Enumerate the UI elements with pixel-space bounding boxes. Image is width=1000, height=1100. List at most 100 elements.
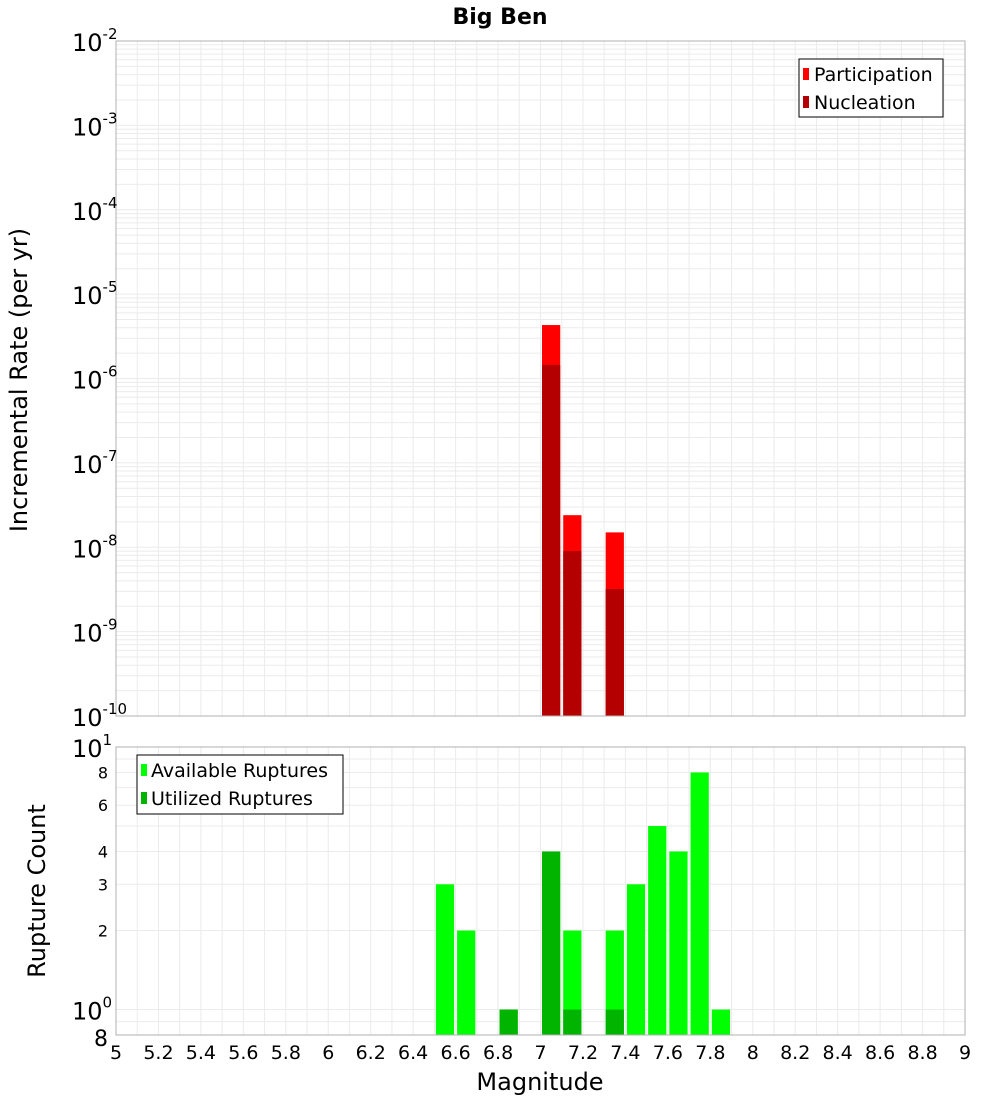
top-y-tick-label: 10-7 xyxy=(72,447,118,479)
x-tick-label: 6 xyxy=(322,1042,334,1064)
bottom-legend: Available Ruptures Utilized Ruptures xyxy=(136,754,344,815)
tick-exponent: -8 xyxy=(103,531,118,549)
bottom-y-tick-label: 8 xyxy=(94,1027,108,1052)
utilized-ruptures-bar xyxy=(499,1009,518,1035)
nucleation-bar xyxy=(563,551,582,716)
x-tick-label: 5.4 xyxy=(186,1042,216,1064)
x-tick-label: 7 xyxy=(534,1042,546,1064)
bottom-plot-frame xyxy=(115,746,966,1036)
bottom-y-tick-label: 101 xyxy=(72,731,112,763)
tick-base: 10 xyxy=(72,367,103,395)
top-y-tick-label: 10-2 xyxy=(72,25,118,57)
top-y-tick-label: 10-6 xyxy=(72,363,118,395)
available-ruptures-bar xyxy=(435,884,455,1035)
available-ruptures-bar xyxy=(563,930,582,1035)
bottom-y-tick-label: 4 xyxy=(98,842,108,861)
utilized-ruptures-bar xyxy=(542,851,561,1035)
x-tick-label: 8 xyxy=(747,1042,759,1064)
nucleation-bar xyxy=(605,589,624,716)
chart-title: Big Ben xyxy=(452,5,547,30)
x-tick-label: 7.8 xyxy=(695,1042,725,1064)
available-ruptures-bar xyxy=(605,930,624,1035)
tick-exponent: 0 xyxy=(103,994,113,1012)
x-tick-label: 6.6 xyxy=(440,1042,470,1064)
x-tick-label: 8.2 xyxy=(780,1042,810,1064)
bottom-y-tick-label: 8 xyxy=(98,763,108,782)
tick-base: 10 xyxy=(72,113,103,141)
available-ruptures-bar xyxy=(690,772,709,1035)
top-y-tick-label: 10-5 xyxy=(72,278,118,310)
tick-exponent: -3 xyxy=(103,109,118,127)
bottom-legend-box xyxy=(136,754,344,815)
x-tick-label: 7.4 xyxy=(610,1042,640,1064)
top-legend-box xyxy=(798,58,944,118)
x-tick-label: 6.4 xyxy=(398,1042,428,1064)
legend-label: Available Ruptures xyxy=(151,760,328,782)
tick-base: 10 xyxy=(72,620,103,648)
x-tick-label: 5.6 xyxy=(228,1042,258,1064)
tick-exponent: -5 xyxy=(103,278,118,296)
tick-base: 10 xyxy=(72,704,103,732)
tick-base: 10 xyxy=(72,735,103,763)
x-tick-label: 8.8 xyxy=(907,1042,937,1064)
x-tick-labels: 5 5.2 5.4 5.6 5.8 6 6.2 6.4 6.6 6.8 7 7.2 7.4 7.6 7.8 8… xyxy=(110,1042,971,1064)
tick-exponent: -10 xyxy=(103,700,128,718)
legend-swatch xyxy=(141,764,147,776)
x-tick-label: 8.4 xyxy=(823,1042,853,1064)
bottom-bars xyxy=(435,772,731,1035)
legend-swatch xyxy=(141,792,147,804)
tick-exponent: -7 xyxy=(103,447,118,465)
available-ruptures-bar xyxy=(669,851,688,1035)
legend-label: Utilized Ruptures xyxy=(151,788,313,810)
top-y-tick-label: 10-3 xyxy=(72,109,118,141)
tick-exponent: 1 xyxy=(103,731,113,749)
x-axis-label: Magnitude xyxy=(476,1068,603,1096)
top-y-tick-label: 10-9 xyxy=(72,616,118,648)
tick-exponent: -6 xyxy=(103,363,118,381)
top-bars xyxy=(542,325,624,716)
available-ruptures-bar xyxy=(626,884,646,1035)
bottom-y-tick-label: 2 xyxy=(98,922,108,941)
legend-swatch xyxy=(803,96,809,108)
top-y-tick-label: 10-10 xyxy=(72,700,127,732)
tick-exponent: -2 xyxy=(103,25,118,43)
top-y-axis-label: Incremental Rate (per yr) xyxy=(5,228,33,532)
x-tick-label: 7.6 xyxy=(653,1042,683,1064)
tick-exponent: -9 xyxy=(103,616,118,634)
tick-base: 10 xyxy=(72,535,103,563)
x-tick-label: 5.2 xyxy=(143,1042,173,1064)
top-legend: Participation Nucleation xyxy=(798,58,944,118)
nucleation-bar xyxy=(542,364,561,716)
bottom-y-tick-label: 3 xyxy=(98,875,108,894)
tick-base: 10 xyxy=(72,198,103,226)
x-tick-label: 8.6 xyxy=(865,1042,895,1064)
utilized-ruptures-bar xyxy=(605,1009,624,1035)
tick-base: 10 xyxy=(72,998,103,1026)
tick-base: 10 xyxy=(72,29,103,57)
available-ruptures-bar xyxy=(711,1009,731,1035)
top-y-tick-label: 10-8 xyxy=(72,531,118,563)
x-tick-label: 6.8 xyxy=(483,1042,513,1064)
top-grid xyxy=(115,41,966,717)
x-tick-label: 9 xyxy=(959,1042,971,1064)
bottom-y-tick-label: 100 xyxy=(72,994,112,1026)
legend-label: Participation xyxy=(814,64,933,86)
available-ruptures-bar xyxy=(457,930,476,1035)
tick-base: 10 xyxy=(72,451,103,479)
available-ruptures-bar xyxy=(648,826,667,1035)
x-tick-label: 7.2 xyxy=(568,1042,598,1064)
bottom-y-tick-label: 6 xyxy=(98,796,108,815)
tick-exponent: -4 xyxy=(103,194,118,212)
utilized-ruptures-bar xyxy=(563,1009,582,1035)
x-tick-label: 5.8 xyxy=(271,1042,301,1064)
legend-label: Nucleation xyxy=(814,92,916,114)
top-y-tick-label: 10-4 xyxy=(72,194,118,226)
top-plot-frame xyxy=(115,40,966,717)
x-tick-label: 6.2 xyxy=(356,1042,386,1064)
tick-base: 10 xyxy=(72,282,103,310)
